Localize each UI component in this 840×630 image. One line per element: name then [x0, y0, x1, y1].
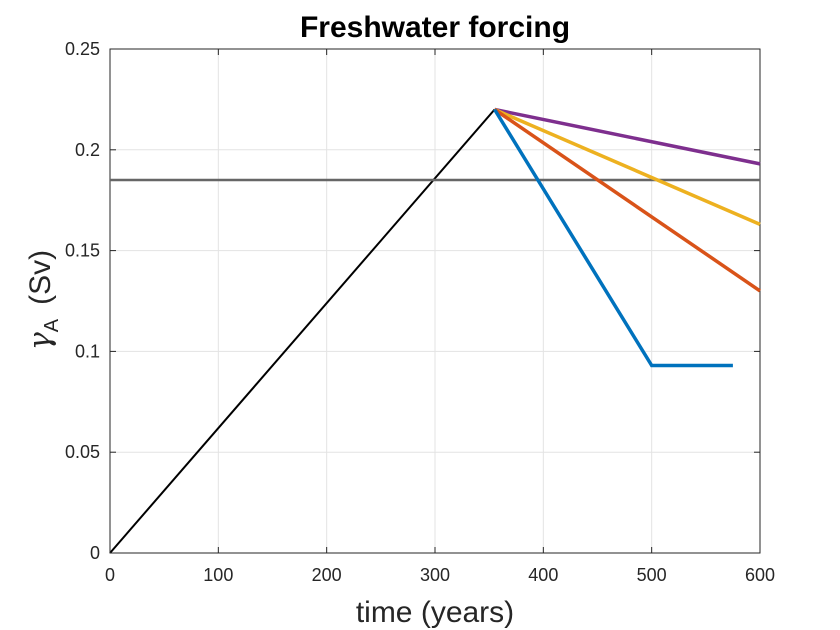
x-tick-label: 0 — [105, 565, 115, 585]
chart-title: Freshwater forcing — [300, 11, 570, 44]
x-axis-label: time (years) — [356, 596, 514, 629]
series-line-3 — [494, 107, 761, 166]
y-tick-label: 0.15 — [65, 241, 100, 261]
y-axis-label: γA (Sv) — [23, 250, 63, 350]
y-tick-label: 0.25 — [65, 39, 100, 59]
x-tick-label: 200 — [312, 565, 342, 585]
series-line-4 — [493, 107, 761, 227]
y-tick-label: 0.05 — [65, 442, 100, 462]
y-tick-label: 0 — [90, 543, 100, 563]
y-tick-label: 0.1 — [75, 341, 100, 361]
series-line-6 — [493, 108, 733, 368]
x-tick-label: 300 — [420, 565, 450, 585]
axis-ticks: 0 100 200 300 400 500 600 0 0.05 0.1 0.15 0.2 0.25 — [65, 39, 775, 585]
y-tick-label: 0.2 — [75, 140, 100, 160]
series-line-1 — [109, 108, 496, 554]
y-axis-label-symbol: γ — [23, 332, 58, 350]
x-tick-label: 500 — [637, 565, 667, 585]
y-axis-label-units: (Sv) — [24, 250, 57, 305]
series-lines — [109, 107, 761, 554]
y-axis-label-subscript: A — [41, 318, 63, 332]
x-tick-label: 100 — [203, 565, 233, 585]
series-line-5 — [493, 108, 761, 293]
x-tick-label: 600 — [745, 565, 775, 585]
x-tick-label: 400 — [528, 565, 558, 585]
